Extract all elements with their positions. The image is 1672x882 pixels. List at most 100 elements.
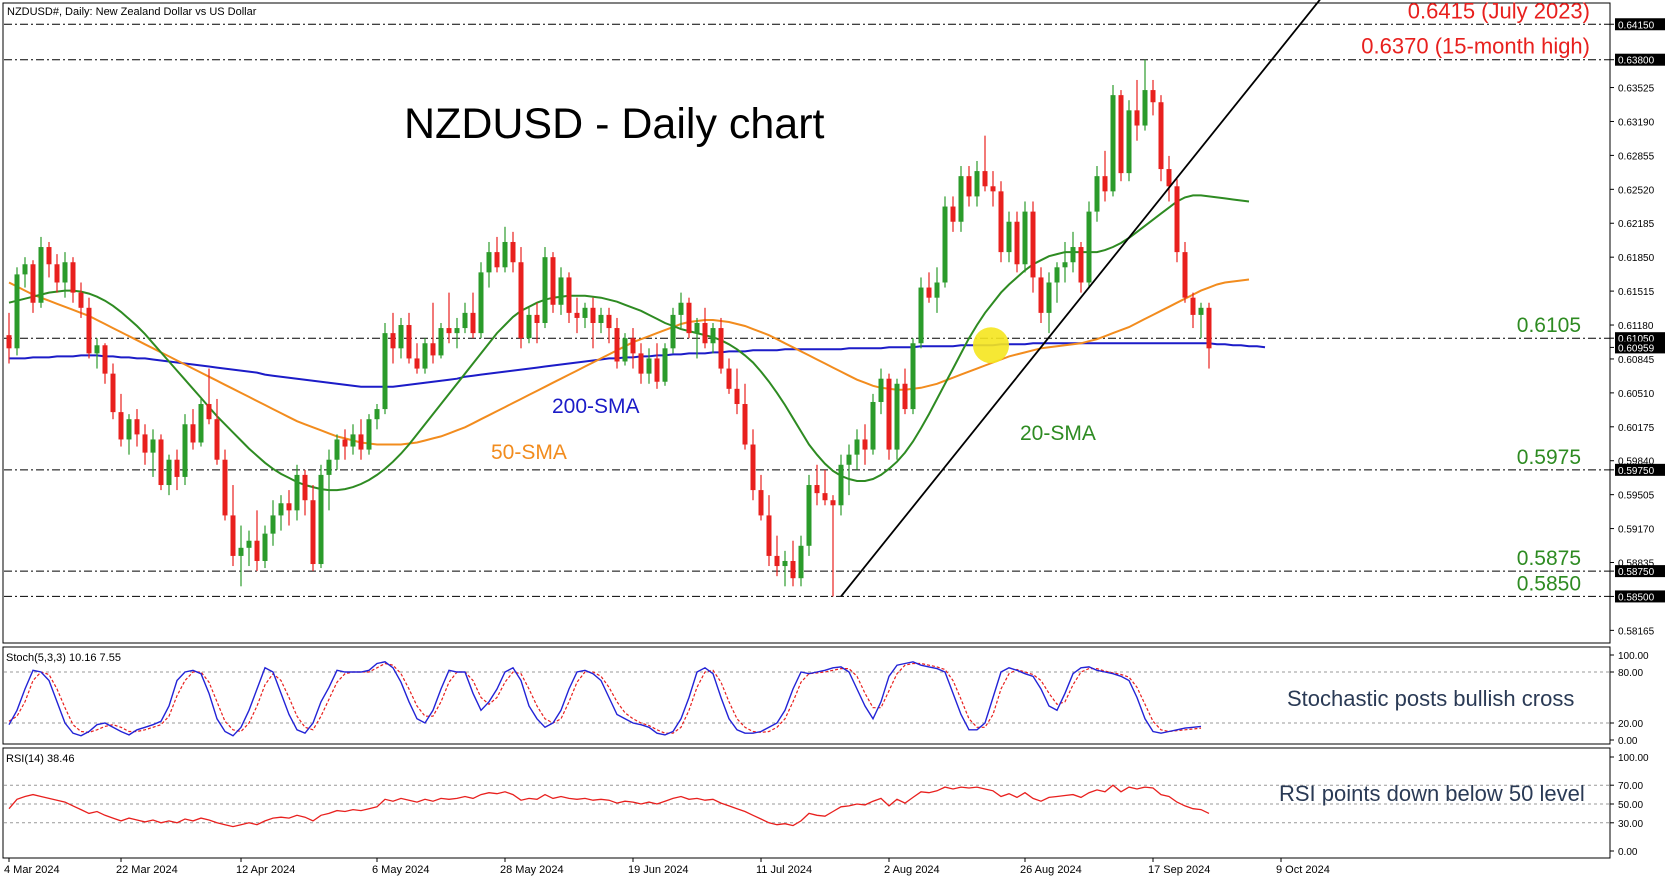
candle-body bbox=[742, 404, 748, 445]
candle-body bbox=[926, 287, 932, 298]
candle-body bbox=[702, 323, 708, 344]
stoch-tick-label: 80.00 bbox=[1618, 668, 1643, 679]
candle-body bbox=[710, 328, 716, 344]
date-tick-label: 9 Oct 2024 bbox=[1276, 864, 1330, 876]
candle-body bbox=[1062, 262, 1068, 268]
candle-body bbox=[390, 333, 396, 349]
candle-body bbox=[94, 345, 100, 354]
candle-body bbox=[382, 333, 388, 410]
price-tick-label: 0.64150 bbox=[1618, 20, 1655, 31]
candle-body bbox=[1182, 252, 1188, 298]
candle-body bbox=[118, 412, 124, 440]
candle-body bbox=[782, 560, 788, 567]
candle-body bbox=[870, 401, 876, 450]
candle-body bbox=[246, 540, 252, 548]
symbol-info: NZDUSD#, Daily: New Zealand Dollar vs US… bbox=[7, 6, 257, 18]
candle-body bbox=[342, 439, 348, 447]
candle-body bbox=[862, 439, 868, 450]
sma20-label: 20-SMA bbox=[1020, 422, 1096, 445]
candle-body bbox=[30, 264, 36, 303]
candle-body bbox=[494, 252, 500, 268]
price-tick-label: 0.62520 bbox=[1618, 185, 1655, 196]
candle-body bbox=[254, 540, 260, 561]
candle-body bbox=[614, 328, 620, 362]
price-tick-label: 0.58835 bbox=[1618, 559, 1655, 570]
price-tick-label: 0.60510 bbox=[1618, 389, 1655, 400]
price-tick-label: 0.60959 bbox=[1618, 343, 1655, 354]
candle-body bbox=[838, 464, 844, 506]
candle-body bbox=[1198, 307, 1204, 315]
main-panel[interactable] bbox=[2, 2, 1611, 644]
price-axis: 0.64150 0.63800 0.63525 0.63190 0.62855 0.625… bbox=[1610, 18, 1665, 637]
date-tick-label: 2 Aug 2024 bbox=[884, 864, 940, 876]
candle-body bbox=[654, 358, 660, 382]
candle-body bbox=[966, 176, 972, 197]
stoch-panel[interactable] bbox=[2, 646, 1611, 745]
candle-body bbox=[334, 439, 340, 460]
level-label: 0.6415 (July 2023) bbox=[1408, 0, 1590, 23]
price-tick-label: 0.63525 bbox=[1618, 84, 1655, 95]
candle-body bbox=[134, 419, 140, 435]
candle-body bbox=[1046, 282, 1052, 313]
candle-body bbox=[678, 302, 684, 315]
stoch-k-line bbox=[8, 661, 1202, 737]
candle-body bbox=[446, 328, 452, 334]
stoch-tick-label: 100.00 bbox=[1618, 651, 1649, 662]
date-tick-label: 22 Mar 2024 bbox=[116, 864, 178, 876]
stoch-title: Stoch(5,3,3) 10.16 7.55 bbox=[6, 652, 121, 664]
candle-body bbox=[958, 176, 964, 222]
candle-body bbox=[510, 241, 516, 263]
candle-body bbox=[46, 247, 52, 265]
rsi-lines: 100.00 70.00 50.00 30.00 0.00 bbox=[4, 753, 1649, 858]
price-tick-label: 0.59750 bbox=[1618, 466, 1655, 477]
candle-body bbox=[326, 459, 332, 475]
candle-body bbox=[414, 358, 420, 369]
candle-body bbox=[638, 353, 644, 374]
candle-body bbox=[454, 328, 460, 334]
candle-body bbox=[1086, 211, 1092, 283]
price-tick-label: 0.59840 bbox=[1618, 457, 1655, 468]
candle-body bbox=[1094, 176, 1100, 212]
candle-body bbox=[1134, 110, 1140, 126]
candle-body bbox=[878, 378, 884, 402]
price-tick-label: 0.58750 bbox=[1618, 567, 1655, 578]
candle-body bbox=[222, 459, 228, 516]
candle-body bbox=[318, 474, 324, 565]
candle-body bbox=[758, 490, 764, 516]
candle-body bbox=[78, 292, 84, 308]
candle-body bbox=[310, 500, 316, 565]
candle-body bbox=[662, 348, 668, 382]
candle-body bbox=[294, 474, 300, 511]
candle-body bbox=[798, 545, 804, 579]
date-tick-label: 6 May 2024 bbox=[372, 864, 429, 876]
candle-body bbox=[486, 252, 492, 273]
level-label: 0.5975 bbox=[1517, 446, 1581, 469]
candle-body bbox=[238, 547, 244, 556]
candle-body bbox=[22, 264, 28, 275]
candle-body bbox=[86, 307, 92, 354]
candle-body bbox=[718, 328, 724, 369]
sma-crossover-highlight bbox=[973, 327, 1009, 364]
candle-body bbox=[350, 434, 356, 447]
candle-body bbox=[646, 358, 652, 374]
candle-body bbox=[502, 241, 508, 268]
date-tick-label: 17 Sep 2024 bbox=[1148, 864, 1210, 876]
candle-body bbox=[166, 459, 172, 486]
rsi-annotation: RSI points down below 50 level bbox=[1279, 781, 1585, 806]
candle-body bbox=[470, 312, 476, 334]
candle-body bbox=[366, 419, 372, 450]
rsi-panel[interactable] bbox=[2, 747, 1611, 859]
candle-body bbox=[110, 373, 116, 413]
candle-body bbox=[6, 335, 12, 349]
sma50-label: 50-SMA bbox=[491, 441, 567, 464]
candle-body bbox=[278, 503, 284, 516]
candle-body bbox=[1166, 169, 1172, 187]
candle-body bbox=[774, 555, 780, 567]
candle-body bbox=[990, 186, 996, 192]
candle-body bbox=[206, 404, 212, 420]
candle-body bbox=[438, 328, 444, 356]
candle-body bbox=[1006, 221, 1012, 253]
candle-body bbox=[182, 424, 188, 477]
candle-body bbox=[1014, 221, 1020, 265]
price-tick-label: 0.61180 bbox=[1618, 321, 1654, 332]
